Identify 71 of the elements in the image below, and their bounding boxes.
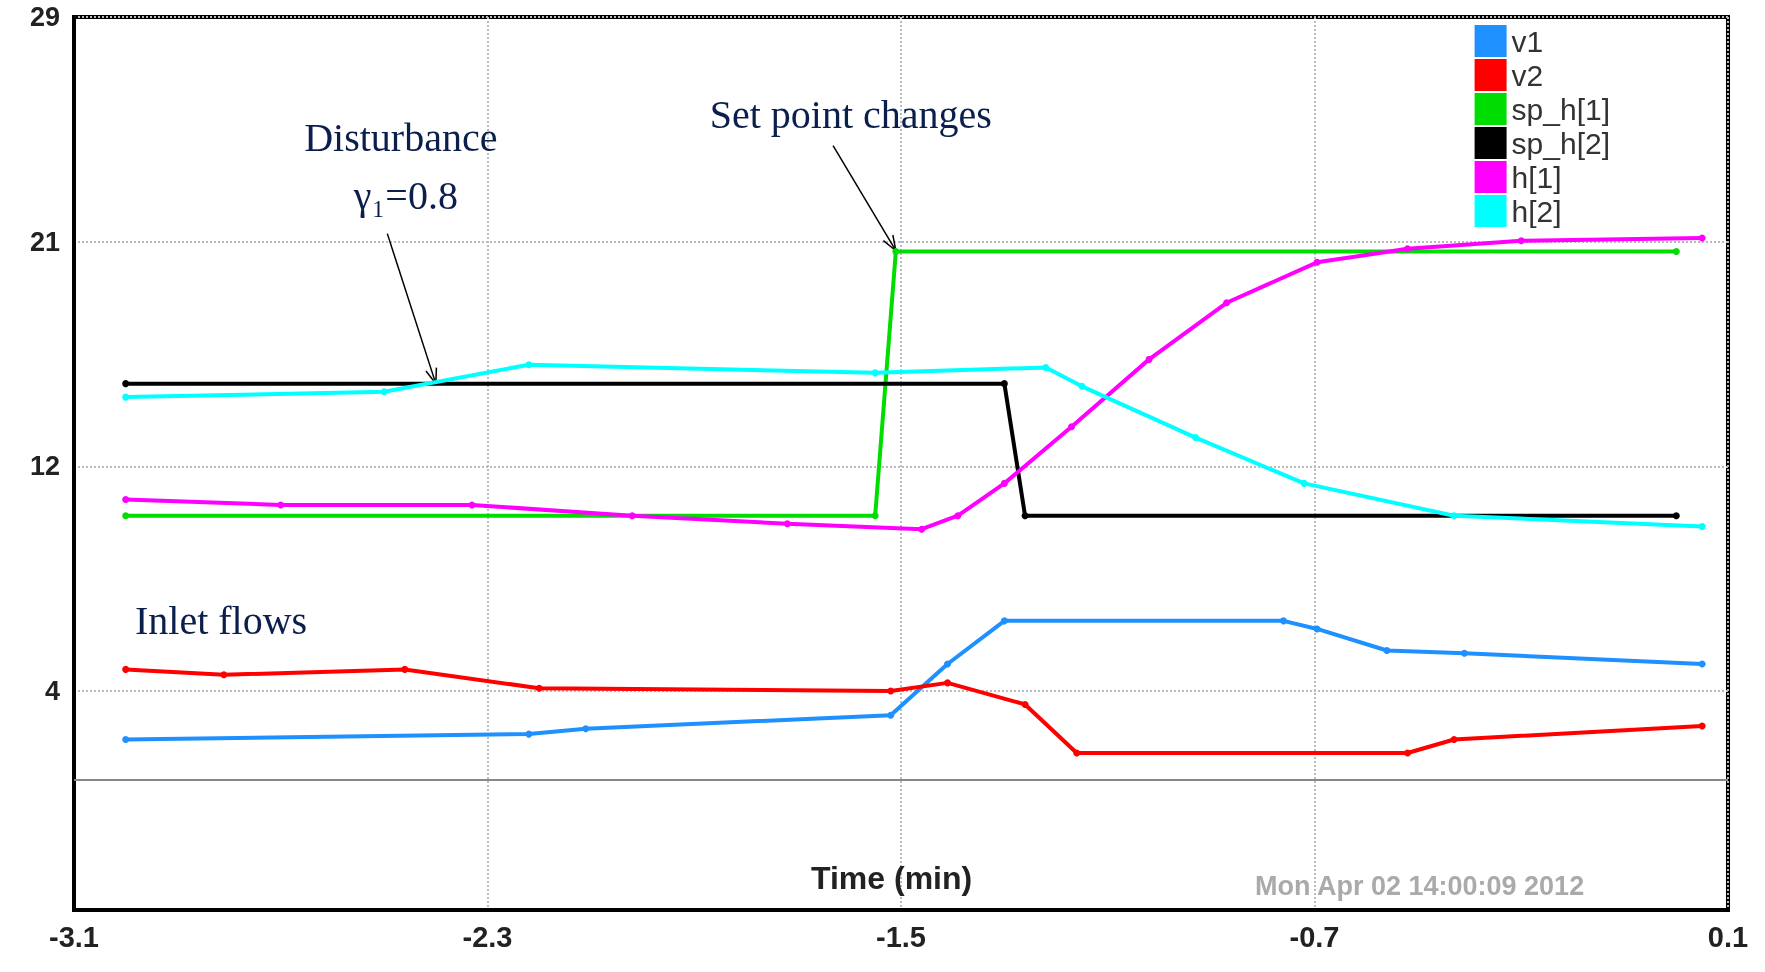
point — [1223, 299, 1231, 307]
point — [1404, 749, 1412, 757]
point — [122, 393, 130, 401]
point — [1279, 617, 1287, 625]
point — [401, 665, 409, 673]
y-tick-label: 29 — [29, 2, 60, 32]
y-tick-label: 4 — [44, 675, 60, 706]
annotation: Mon Apr 02 14:00:09 2012 — [1255, 870, 1585, 901]
point — [1383, 647, 1391, 655]
legend-label: sp_h[2] — [1511, 126, 1611, 160]
point — [1698, 523, 1706, 531]
y-tick-label: 21 — [29, 226, 60, 257]
point — [887, 711, 895, 719]
point — [954, 512, 962, 520]
point — [1698, 234, 1706, 242]
point — [122, 665, 130, 673]
point — [944, 679, 952, 687]
y-tick-label: 12 — [29, 451, 60, 482]
legend-label: v1 — [1511, 24, 1544, 58]
annotation: Inlet flows — [135, 597, 308, 643]
point — [1073, 749, 1081, 757]
point — [1021, 700, 1029, 708]
point — [535, 684, 543, 692]
point — [1021, 512, 1029, 520]
legend-label: v2 — [1511, 58, 1544, 92]
legend-label: sp_h[1] — [1511, 92, 1611, 126]
x-axis-title: Time (min) — [811, 860, 973, 896]
point — [1450, 512, 1458, 520]
x-tick-label: -0.7 — [1289, 920, 1340, 953]
point — [1000, 380, 1008, 388]
point — [1000, 479, 1008, 487]
point — [1404, 245, 1412, 253]
point — [628, 512, 636, 520]
point — [1145, 355, 1153, 363]
x-tick-label: -3.1 — [49, 920, 99, 953]
point — [1672, 512, 1680, 520]
point — [122, 735, 130, 743]
x-tick-label: -2.3 — [462, 920, 513, 953]
legend-label: h[1] — [1511, 160, 1562, 194]
point — [887, 687, 895, 695]
point — [122, 496, 130, 504]
point — [1313, 258, 1321, 266]
point — [1042, 363, 1050, 371]
point — [918, 525, 926, 533]
x-tick-label: 0.1 — [1707, 920, 1749, 953]
point — [1517, 237, 1525, 245]
point — [380, 388, 388, 396]
point — [944, 660, 952, 668]
point — [1078, 382, 1086, 390]
point — [783, 520, 791, 528]
legend-label: h[2] — [1511, 194, 1562, 228]
point — [122, 380, 130, 388]
annotation: Set point changes — [709, 92, 992, 138]
point — [1000, 617, 1008, 625]
point — [892, 248, 900, 256]
point — [1460, 649, 1468, 657]
point — [525, 361, 533, 369]
point — [871, 512, 879, 520]
point — [1450, 735, 1458, 743]
x-tick-label: -1.5 — [876, 920, 926, 953]
point — [277, 501, 285, 509]
point — [1672, 248, 1680, 256]
point — [582, 725, 590, 733]
point — [1068, 423, 1076, 431]
point — [1192, 434, 1200, 442]
annotation: Disturbance γ₁=0.8 — [304, 115, 508, 219]
point — [122, 512, 130, 520]
point — [220, 671, 228, 679]
point — [1300, 479, 1308, 487]
point — [871, 369, 879, 377]
point — [525, 730, 533, 738]
